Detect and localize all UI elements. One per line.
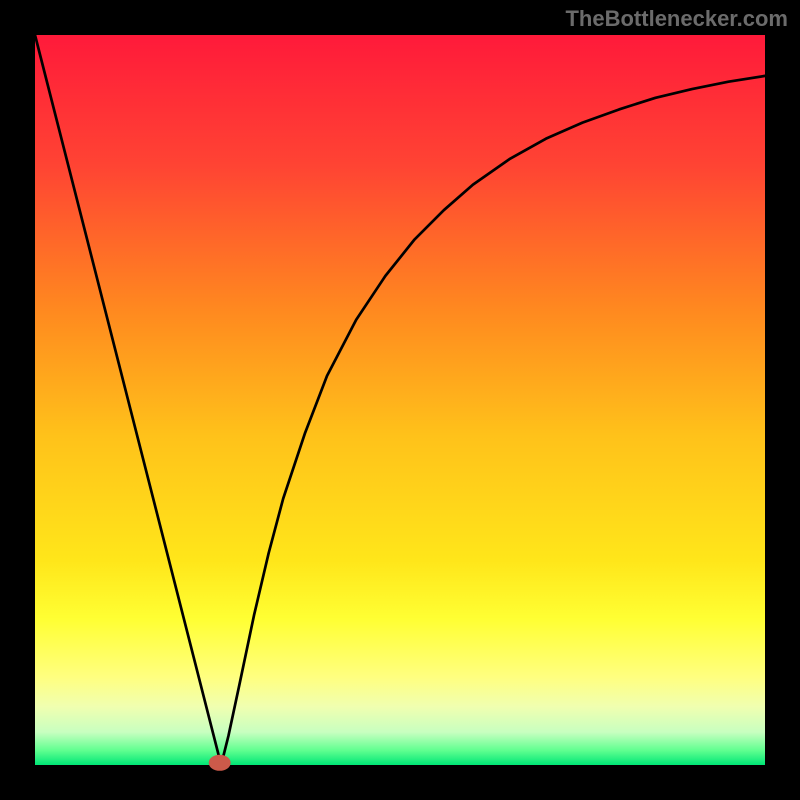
optimal-point-marker bbox=[209, 755, 231, 771]
watermark-text: TheBottlenecker.com bbox=[565, 6, 788, 32]
chart-background bbox=[35, 35, 765, 765]
chart-container: TheBottlenecker.com bbox=[0, 0, 800, 800]
bottleneck-chart bbox=[0, 0, 800, 800]
